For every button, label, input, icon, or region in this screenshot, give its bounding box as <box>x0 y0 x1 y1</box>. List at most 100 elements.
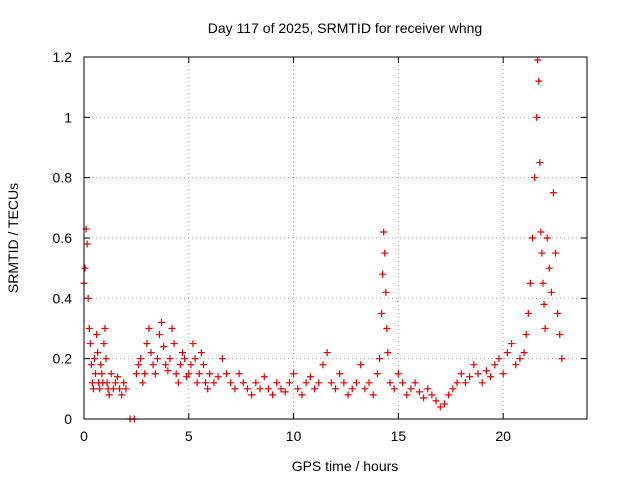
data-point-plus <box>361 385 369 393</box>
data-point-plus <box>202 379 210 387</box>
data-point-plus <box>487 373 495 381</box>
data-point-plus <box>239 379 247 387</box>
data-point-plus <box>248 391 256 399</box>
data-point-plus <box>381 249 389 257</box>
data-point-plus <box>306 373 314 381</box>
x-tick-label: 15 <box>391 428 407 444</box>
y-tick-label: 0.2 <box>53 351 73 367</box>
data-point-plus <box>323 349 331 357</box>
y-tick-label: 0.8 <box>53 170 73 186</box>
data-point-plus <box>336 370 344 378</box>
data-point-plus <box>533 113 541 121</box>
data-point-plus <box>235 370 243 378</box>
data-point-plus <box>210 379 218 387</box>
data-point-plus <box>252 379 260 387</box>
data-point-plus <box>378 309 386 317</box>
data-point-plus <box>348 385 356 393</box>
x-tick-label: 10 <box>286 428 302 444</box>
data-point-plus <box>394 370 402 378</box>
data-point-plus <box>231 385 239 393</box>
data-point-plus <box>97 361 105 369</box>
data-point-plus <box>382 288 390 296</box>
data-point-plus <box>145 325 153 332</box>
data-point-plus <box>199 361 207 369</box>
data-point-plus <box>164 367 172 375</box>
data-point-plus <box>174 379 182 387</box>
data-point-plus <box>376 355 384 363</box>
data-point-plus <box>111 379 119 387</box>
axis-ticks: 0 0.2 0.4 0.6 0.8 1 1.2 0 5 10 15 20 <box>53 49 587 444</box>
data-point-plus <box>352 379 360 387</box>
data-point-plus <box>114 373 122 381</box>
data-point-plus <box>470 361 478 369</box>
data-point-plus <box>160 343 168 351</box>
data-point-plus <box>556 331 564 339</box>
data-point-plus <box>85 325 93 332</box>
x-tick-label: 0 <box>80 428 88 444</box>
data-point-plus <box>141 370 149 378</box>
data-point-plus <box>281 388 289 396</box>
data-point-plus <box>285 379 293 387</box>
data-point-plus <box>526 279 534 287</box>
data-point-plus <box>206 370 214 378</box>
data-point-plus <box>132 370 140 378</box>
data-point-plus <box>137 355 145 363</box>
data-point-plus <box>185 370 193 378</box>
data-point-plus <box>101 325 109 332</box>
data-point-plus <box>197 349 205 357</box>
data-point-plus <box>522 331 530 339</box>
data-point-plus <box>191 355 199 363</box>
data-point-plus <box>162 361 170 369</box>
data-point-plus <box>294 385 302 393</box>
data-point-plus <box>383 325 391 332</box>
data-point-plus <box>149 361 157 369</box>
data-point-plus <box>399 379 407 387</box>
data-point-plus <box>311 385 319 393</box>
data-point-plus <box>547 288 555 296</box>
data-point-plus <box>403 391 411 399</box>
data-point-plus <box>428 391 436 399</box>
data-point-plus <box>540 300 548 308</box>
data-point-plus <box>461 379 469 387</box>
data-point-plus <box>193 379 201 387</box>
data-point-plus <box>223 370 231 378</box>
data-point-plus <box>539 279 547 287</box>
data-point-plus <box>558 355 566 363</box>
data-point-plus <box>107 370 115 378</box>
y-axis-label: SRMTID / TECUs <box>5 183 21 293</box>
data-point-plus <box>214 373 222 381</box>
data-point-plus <box>340 379 348 387</box>
data-point-plus <box>187 361 195 369</box>
data-point-plus <box>153 355 161 363</box>
data-point-plus <box>260 373 268 381</box>
grid-lines <box>84 57 587 419</box>
data-point-plus <box>302 379 310 387</box>
data-point-plus <box>538 249 546 257</box>
data-point-plus <box>88 379 96 387</box>
data-point-plus <box>96 385 104 393</box>
data-point-plus <box>380 228 388 236</box>
data-point-plus <box>204 385 212 393</box>
data-point-plus <box>181 355 189 363</box>
data-point-plus <box>243 385 251 393</box>
data-point-plus <box>256 385 264 393</box>
data-point-plus <box>516 355 524 363</box>
data-point-plus <box>273 379 281 387</box>
data-point-plus <box>512 361 520 369</box>
data-point-plus <box>535 77 543 85</box>
data-point-plus <box>407 385 415 393</box>
data-point-plus <box>478 379 486 387</box>
data-point-plus <box>474 370 482 378</box>
data-point-plus <box>120 379 128 387</box>
data-point-plus <box>432 397 440 405</box>
data-point-plus <box>168 325 176 332</box>
data-point-plus <box>491 361 499 369</box>
data-point-plus <box>147 349 155 357</box>
data-point-plus <box>139 379 147 387</box>
data-point-plus <box>93 331 101 339</box>
data-point-plus <box>390 385 398 393</box>
data-point-plus <box>92 370 100 378</box>
data-point-plus <box>549 189 557 197</box>
data-point-plus <box>83 240 91 248</box>
